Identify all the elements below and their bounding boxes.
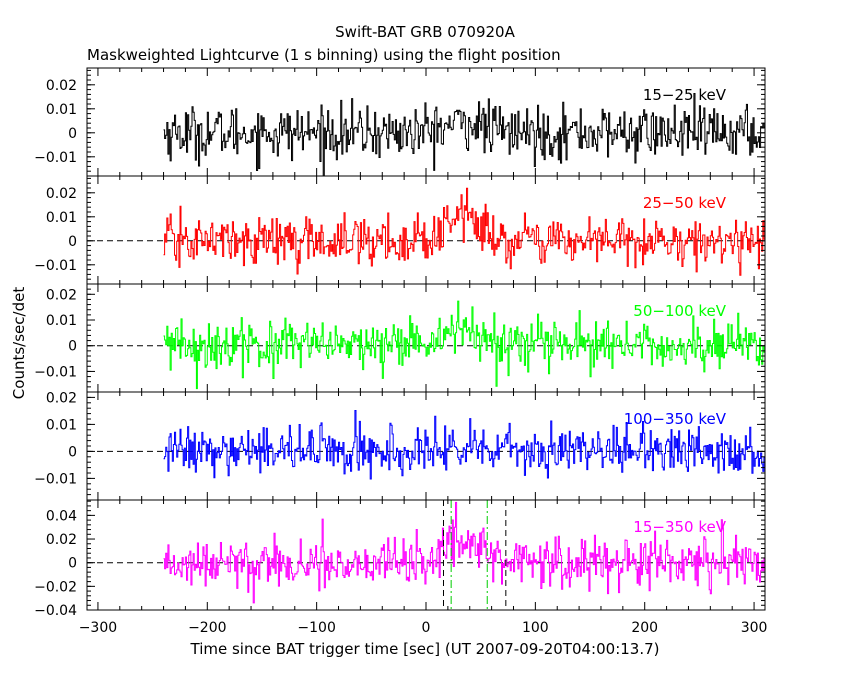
band-label: 100−350 keV (624, 410, 727, 428)
x-axis-label: Time since BAT trigger time [sec] (UT 20… (190, 640, 660, 658)
y-tick-label: 0.01 (46, 417, 77, 433)
band-label: 25−50 keV (643, 194, 727, 212)
y-tick-label: −0.01 (34, 471, 77, 487)
band-label: 15−350 keV (633, 518, 726, 536)
y-tick-label: 0.02 (46, 532, 77, 548)
x-tick-label: −100 (297, 620, 335, 636)
panel-50-100-kev: −0.01 0 0.01 0.02 50−100 keV (34, 283, 766, 393)
y-tick-label: 0.04 (46, 508, 77, 524)
panel-25-50-kev: −0.01 0 0.01 0.02 25−50 keV (34, 175, 766, 285)
y-tick-label: 0 (68, 126, 77, 142)
panel-100-350-kev: −0.01 0 0.01 0.02 100−350 keV (34, 390, 766, 501)
y-tick-label: 0.02 (46, 390, 77, 406)
y-tick-label: −0.02 (34, 579, 77, 595)
chart-title: Swift-BAT GRB 070920A (335, 23, 515, 41)
panels: −0.01 0 0.01 0.02 15−25 keV −0.01 0 0.01 0.02 25−… (34, 67, 766, 619)
series-line (163, 501, 765, 604)
y-tick-label: −0.01 (34, 150, 77, 166)
series-line (163, 93, 765, 176)
y-tick-label: 0 (68, 339, 77, 355)
y-tick-label: 0 (68, 444, 77, 460)
series-line (163, 410, 765, 480)
chart-subtitle: Maskweighted Lightcurve (1 s binning) us… (87, 46, 561, 64)
x-tick-label: 300 (741, 620, 768, 636)
panel-frame (86, 175, 766, 285)
x-tick-label: 0 (422, 620, 431, 636)
y-tick-label: 0.01 (46, 210, 77, 226)
panel-frame (86, 283, 766, 393)
y-tick-label: 0 (68, 234, 77, 250)
band-label: 50−100 keV (633, 302, 726, 320)
band-label: 15−25 keV (643, 86, 727, 104)
y-tick-label: 0 (68, 556, 77, 572)
x-tick-label: 200 (631, 620, 658, 636)
y-tick-label: 0.02 (46, 287, 77, 303)
y-tick-label: −0.04 (34, 603, 77, 619)
y-tick-label: 0.02 (46, 186, 77, 202)
y-tick-label: −0.01 (34, 258, 77, 274)
y-tick-label: 0.01 (46, 313, 77, 329)
x-tick-labels: −300 −200 −100 0 100 200 300 (79, 620, 768, 636)
series-line (163, 300, 765, 390)
x-tick-label: −300 (79, 620, 117, 636)
y-tick-label: 0.02 (46, 78, 77, 94)
x-tick-label: −200 (188, 620, 226, 636)
y-axis-label: Counts/sec/det (10, 287, 28, 400)
panel-15-350-kev: −0.04 −0.02 0 0.02 0.04 15−350 keV (34, 499, 766, 619)
y-tick-label: −0.01 (34, 364, 77, 380)
y-tick-label: 0.01 (46, 102, 77, 118)
x-tick-label: 100 (522, 620, 549, 636)
series-line (163, 187, 765, 276)
panel-15-25-kev: −0.01 0 0.01 0.02 15−25 keV (34, 67, 766, 177)
